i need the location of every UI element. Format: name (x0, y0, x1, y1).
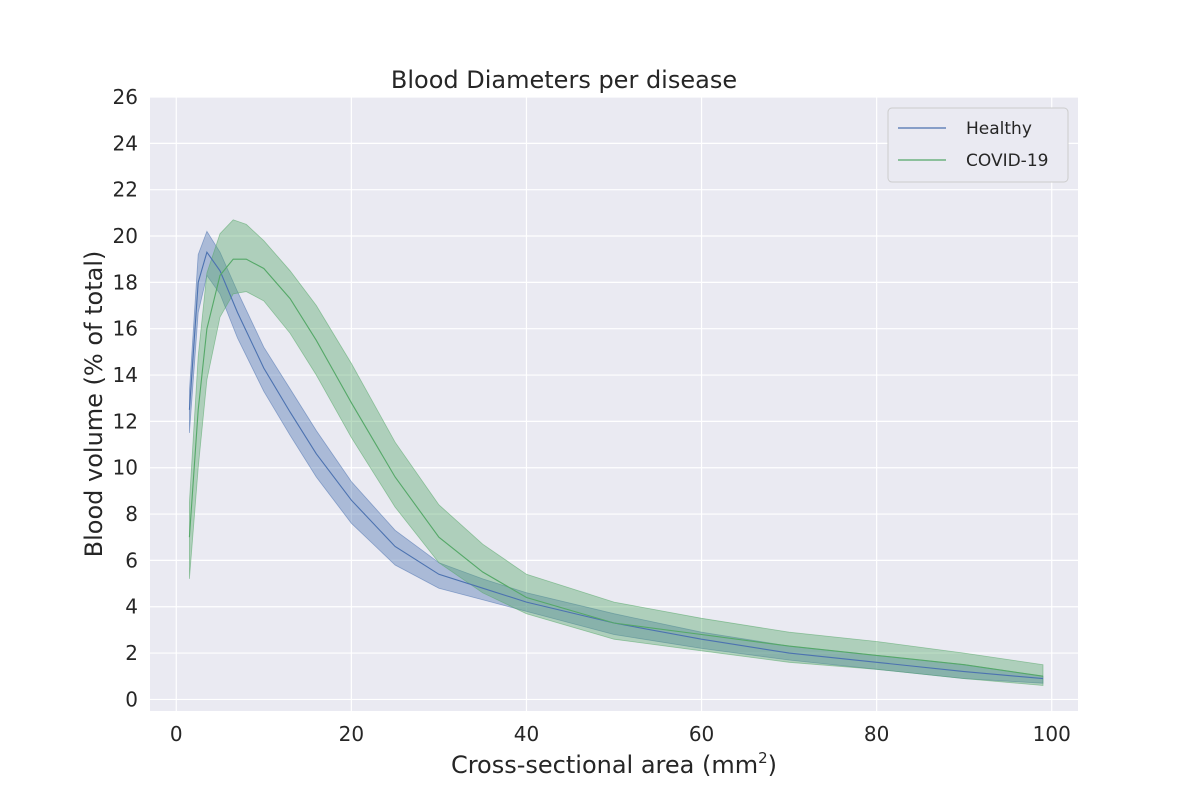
series-line-healthy (188, 250, 1044, 680)
legend-box (887, 107, 1069, 183)
y-tick-label: 0 (125, 687, 138, 711)
chart-title: Blood Diameters per disease (391, 66, 737, 94)
y-axis-label: Blood volume (% of total) (80, 251, 108, 558)
series-lines (188, 250, 1044, 680)
x-axis-label-main: Cross-sectional area (mm (451, 751, 758, 779)
y-tick-label: 8 (125, 502, 138, 526)
x-tick-label: 80 (864, 722, 889, 746)
y-tick-label: 4 (125, 595, 138, 619)
y-tick-label: 16 (113, 317, 138, 341)
x-axis-label: Cross-sectional area (mm2) (451, 749, 777, 779)
series-line-covid (188, 258, 1044, 677)
x-axis-ticks: 0 20 40 60 80 100 (170, 722, 1071, 746)
x-tick-label: 60 (689, 722, 714, 746)
x-tick-label: 20 (339, 722, 364, 746)
y-tick-label: 18 (113, 270, 138, 294)
legend-label-healthy: Healthy (966, 119, 1032, 139)
legend: Healthy COVID-19 (887, 107, 1069, 183)
y-tick-label: 2 (125, 641, 138, 665)
legend-label-covid: COVID-19 (966, 151, 1048, 171)
y-tick-label: 22 (113, 178, 138, 202)
x-tick-label: 40 (514, 722, 539, 746)
y-tick-label: 24 (113, 131, 138, 155)
y-tick-label: 26 (113, 85, 138, 109)
x-axis-label-superscript: 2 (758, 749, 768, 767)
y-tick-label: 10 (113, 456, 138, 480)
confidence-bands (188, 219, 1044, 686)
y-tick-label: 14 (113, 363, 138, 387)
y-tick-label: 20 (113, 224, 138, 248)
x-tick-label: 0 (170, 722, 183, 746)
x-tick-label: 100 (1033, 722, 1071, 746)
x-axis-label-close: ) (768, 751, 777, 779)
confidence-band-covid (188, 219, 1044, 686)
plot-area (150, 97, 1078, 711)
y-tick-label: 12 (113, 409, 138, 433)
y-tick-label: 6 (125, 548, 138, 572)
